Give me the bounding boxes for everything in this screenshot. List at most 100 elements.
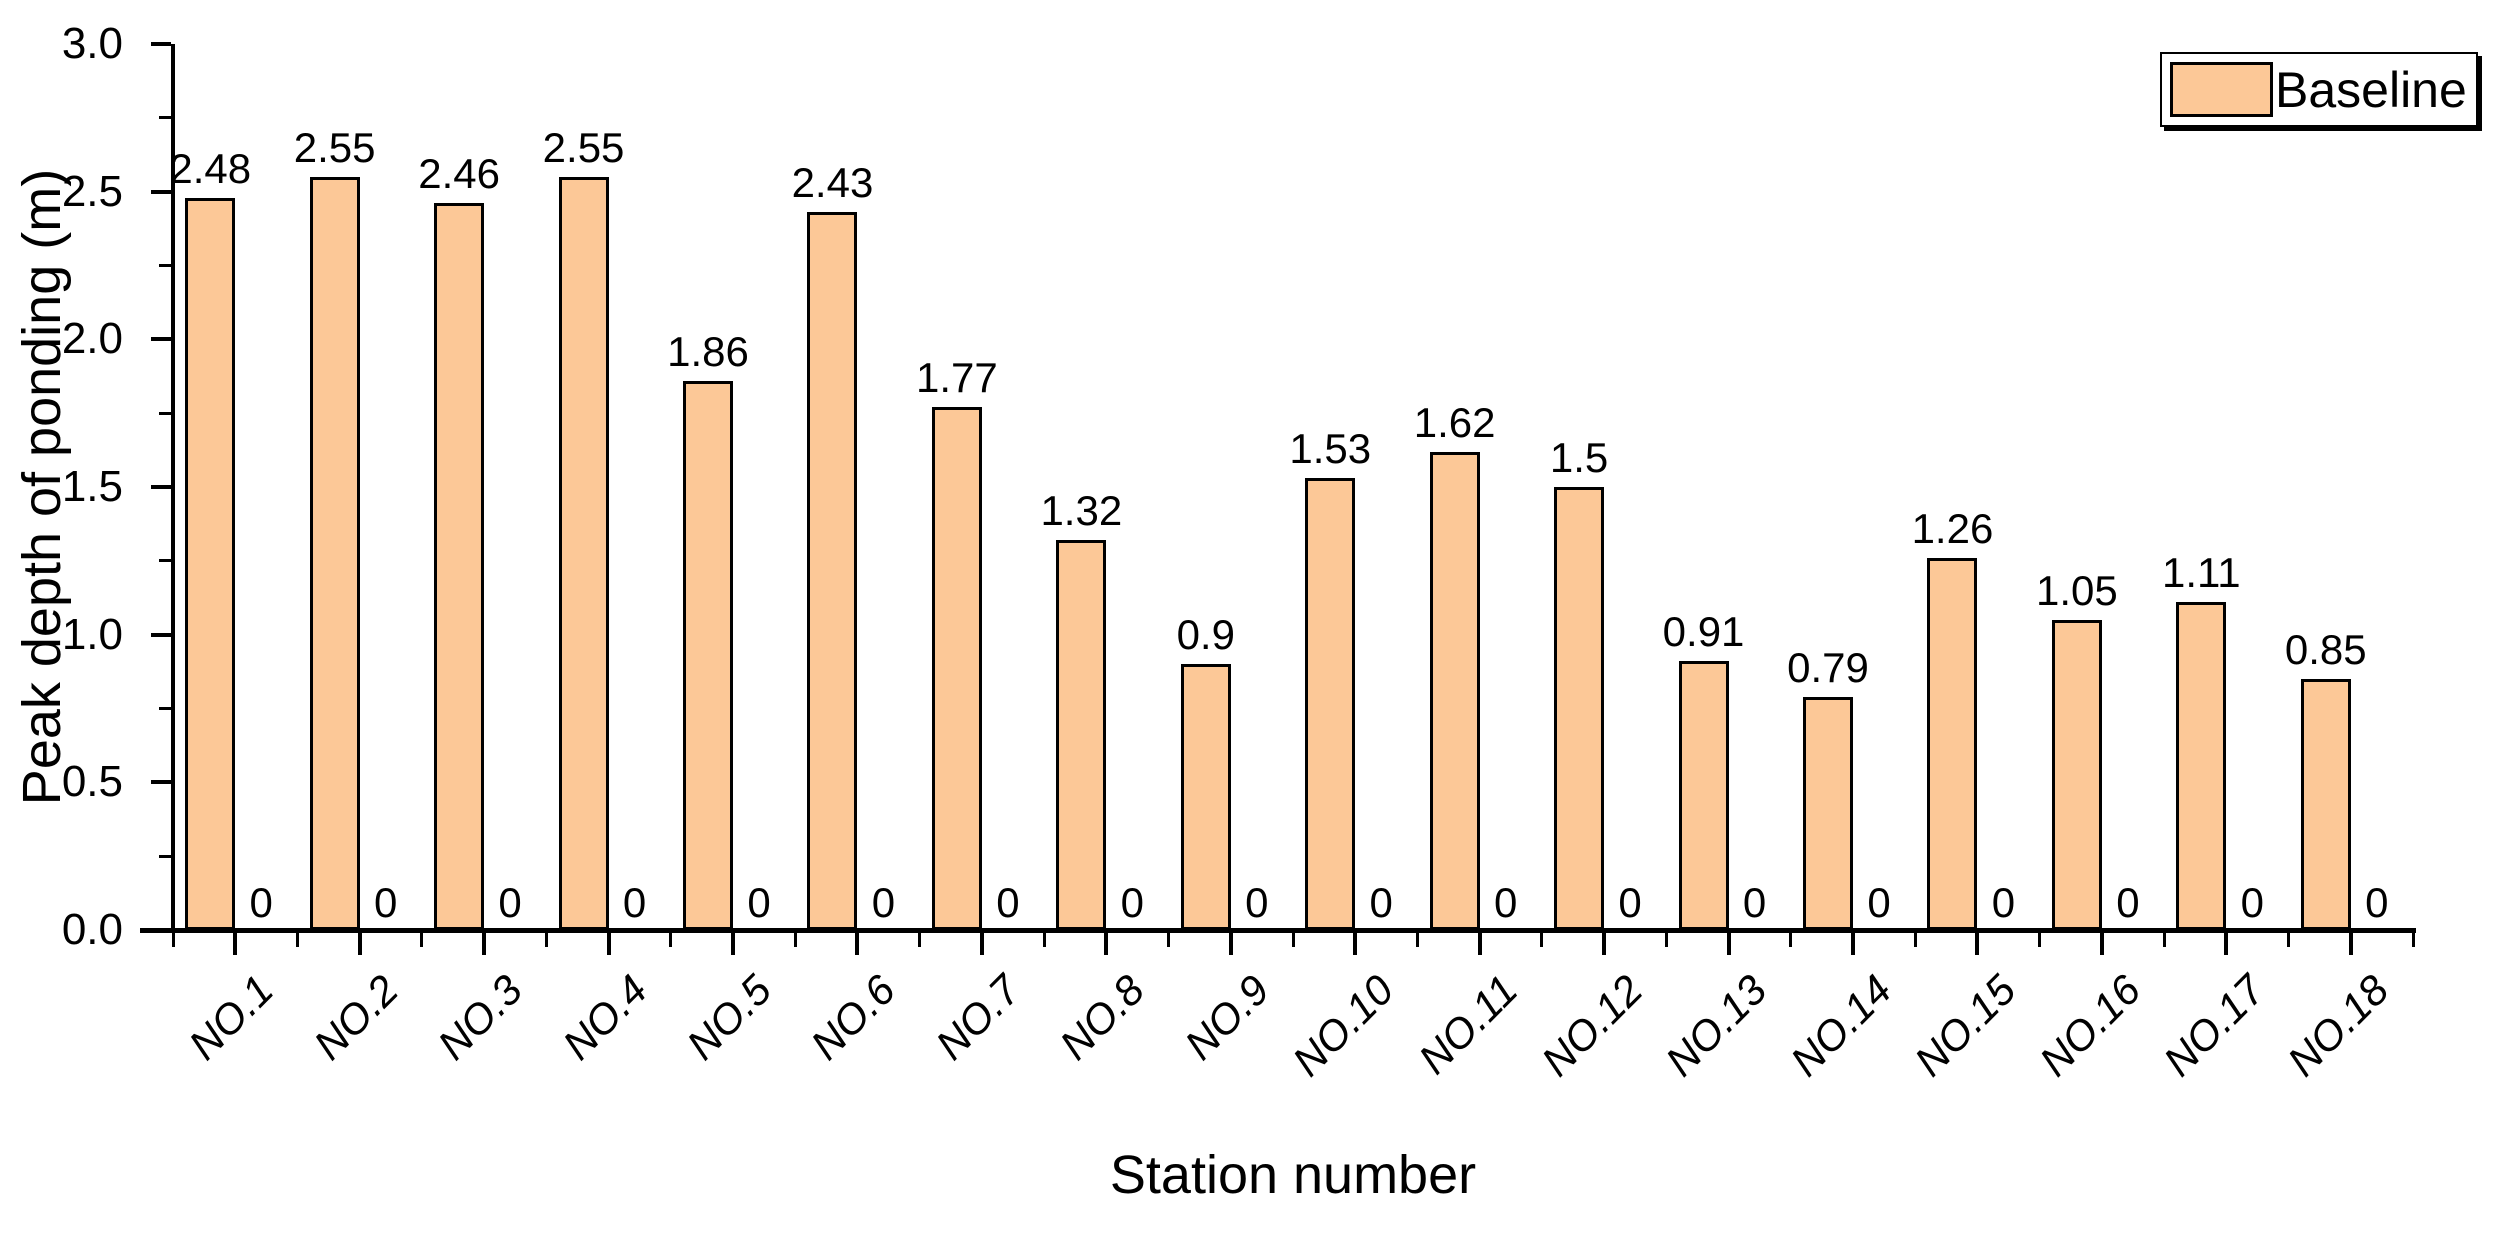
bar xyxy=(2300,678,2351,930)
y-tick-label: 2.0 xyxy=(61,314,123,364)
y-minor-tick xyxy=(159,559,171,563)
bar-value-label: 1.26 xyxy=(1911,504,1994,552)
y-major-tick xyxy=(151,42,171,46)
x-major-tick xyxy=(731,933,735,955)
bar-value-label: 0.85 xyxy=(2284,625,2367,673)
y-tick-label: 0.5 xyxy=(61,757,123,807)
bar xyxy=(309,176,360,930)
x-minor-tick xyxy=(1664,933,1668,947)
x-minor-tick xyxy=(1042,933,1046,947)
bar-value-label: 2.48 xyxy=(169,144,252,192)
bar xyxy=(683,380,733,930)
y-major-tick xyxy=(151,780,171,785)
bar xyxy=(931,407,982,930)
y-major-tick xyxy=(151,189,171,194)
zero-value-label: 0 xyxy=(871,879,896,926)
x-category-label: NO.7 xyxy=(926,965,1030,1069)
zero-value-label: 0 xyxy=(2240,879,2264,926)
x-category-label: NO.12 xyxy=(1532,965,1652,1085)
x-axis-title: Station number xyxy=(1109,1145,1477,1205)
y-tick-label: 3.0 xyxy=(61,19,123,68)
x-category-label: NO.6 xyxy=(802,965,905,1069)
zero-value-label: 0 xyxy=(2116,879,2140,926)
y-major-tick xyxy=(151,928,171,932)
x-category-label: NO.14 xyxy=(1781,965,1901,1085)
y-major-tick xyxy=(151,632,171,637)
x-major-tick xyxy=(979,933,984,955)
bar xyxy=(185,197,236,930)
zero-value-label: 0 xyxy=(622,879,647,926)
x-major-tick xyxy=(855,933,860,955)
x-category-label: NO.11 xyxy=(1409,965,1527,1083)
zero-value-label: 0 xyxy=(1742,879,1767,926)
bar xyxy=(1927,557,1978,930)
bar-value-label: 1.62 xyxy=(1413,398,1496,446)
bar-value-label: 1.53 xyxy=(1289,425,1372,473)
x-category-label: NO.3 xyxy=(428,965,532,1069)
x-major-tick xyxy=(1726,933,1731,955)
y-tick-label: 1.5 xyxy=(61,462,123,511)
x-minor-tick xyxy=(1540,933,1544,947)
x-minor-tick xyxy=(1415,933,1419,947)
x-minor-tick xyxy=(2287,933,2291,947)
x-major-tick xyxy=(233,933,238,955)
bar-value-label: 2.46 xyxy=(418,150,500,198)
y-axis-line xyxy=(171,44,175,933)
y-tick-label: 2.5 xyxy=(61,166,123,216)
x-minor-tick xyxy=(1291,933,1295,947)
x-category-label: NO.13 xyxy=(1656,965,1776,1085)
bar xyxy=(1803,696,1853,930)
bar xyxy=(1429,451,1480,930)
x-major-tick xyxy=(1477,933,1482,955)
x-minor-tick xyxy=(295,933,299,947)
bar-value-label: 0.9 xyxy=(1176,611,1235,659)
x-major-tick xyxy=(1851,933,1855,955)
bar-value-label: 1.32 xyxy=(1040,487,1123,535)
x-major-tick xyxy=(1975,933,1980,955)
y-major-tick xyxy=(151,337,171,342)
x-category-label: NO.10 xyxy=(1283,965,1403,1085)
x-major-tick xyxy=(1228,933,1233,955)
x-minor-tick xyxy=(1913,933,1917,947)
bar-value-label: 0.79 xyxy=(1787,643,1869,691)
x-minor-tick xyxy=(2411,933,2415,947)
bar-value-label: 1.11 xyxy=(2162,549,2241,597)
y-minor-tick xyxy=(159,411,171,415)
zero-value-label: 0 xyxy=(373,879,398,926)
bar xyxy=(2051,619,2102,930)
x-category-label: NO.9 xyxy=(1175,965,1278,1069)
x-minor-tick xyxy=(2162,933,2166,947)
zero-value-label: 0 xyxy=(1867,879,1891,926)
x-major-tick xyxy=(2099,933,2104,955)
bar xyxy=(1056,540,1107,930)
x-minor-tick xyxy=(918,933,922,947)
y-major-tick xyxy=(151,485,171,489)
zero-value-label: 0 xyxy=(1245,879,1269,926)
x-category-label: NO.1 xyxy=(179,965,283,1069)
bar-value-label: 2.55 xyxy=(293,123,376,171)
zero-value-label: 0 xyxy=(498,879,522,926)
x-category-label: NO.17 xyxy=(2154,965,2274,1085)
legend: Baseline xyxy=(2160,52,2478,127)
x-major-tick xyxy=(357,933,362,955)
zero-value-label: 0 xyxy=(1369,879,1393,926)
bar xyxy=(1554,487,1605,930)
x-category-label: NO.4 xyxy=(553,965,656,1069)
x-category-label: NO.15 xyxy=(1905,965,2025,1085)
bar-value-label: 1.05 xyxy=(2036,566,2118,614)
x-major-tick xyxy=(606,933,611,955)
x-category-label: NO.18 xyxy=(2278,965,2398,1085)
zero-value-label: 0 xyxy=(1120,879,1144,926)
y-tick-label: 0.0 xyxy=(61,905,123,954)
bar xyxy=(2176,602,2227,930)
x-major-tick xyxy=(482,933,487,955)
bar-value-label: 1.86 xyxy=(667,327,749,375)
y-minor-tick xyxy=(159,854,171,858)
zero-value-label: 0 xyxy=(249,879,273,926)
x-minor-tick xyxy=(171,933,175,947)
zero-value-label: 0 xyxy=(996,879,1020,926)
zero-value-label: 0 xyxy=(2365,879,2389,926)
bar-value-label: 2.43 xyxy=(791,159,874,207)
x-minor-tick xyxy=(793,933,797,947)
